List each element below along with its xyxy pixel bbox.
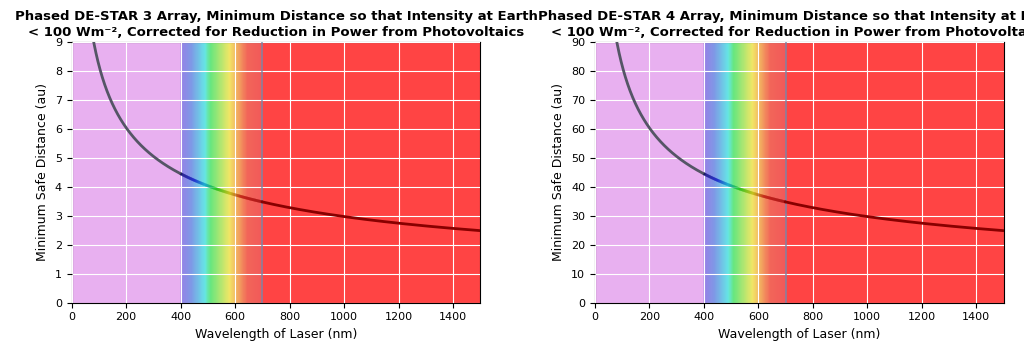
Bar — [262, 42, 480, 303]
Y-axis label: Minimum Safe Distance (au): Minimum Safe Distance (au) — [36, 83, 49, 261]
Bar — [72, 42, 180, 303]
Title: Phased DE-STAR 3 Array, Minimum Distance so that Intensity at Earth
< 100 Wm⁻², : Phased DE-STAR 3 Array, Minimum Distance… — [14, 10, 538, 39]
X-axis label: Wavelength of Laser (nm): Wavelength of Laser (nm) — [195, 328, 357, 341]
Title: Phased DE-STAR 4 Array, Minimum Distance so that Intensity at Earth
< 100 Wm⁻², : Phased DE-STAR 4 Array, Minimum Distance… — [538, 10, 1024, 39]
Bar — [595, 42, 703, 303]
X-axis label: Wavelength of Laser (nm): Wavelength of Laser (nm) — [718, 328, 881, 341]
Y-axis label: Minimum Safe Distance (au): Minimum Safe Distance (au) — [552, 83, 565, 261]
Bar — [785, 42, 1004, 303]
